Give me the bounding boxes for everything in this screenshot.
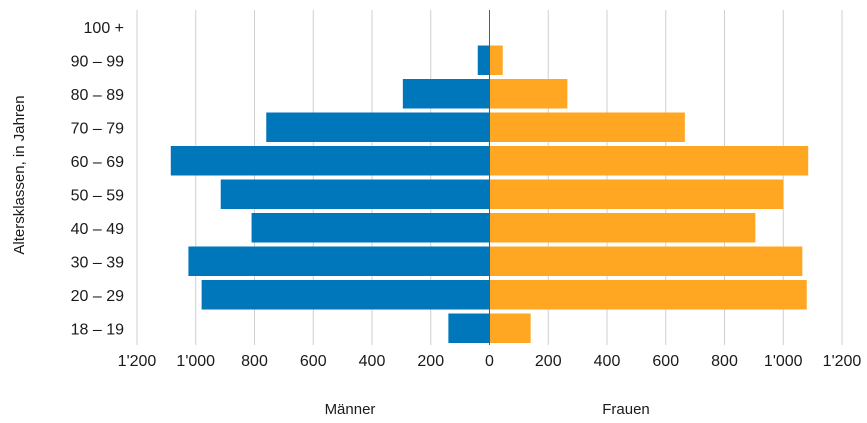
y-tick-label: 18 – 19 xyxy=(71,321,124,338)
x-tick-label: 400 xyxy=(594,353,621,370)
y-tick-label: 40 – 49 xyxy=(71,221,124,238)
y-tick-label: 80 – 89 xyxy=(71,87,124,104)
legend-frauen: Frauen xyxy=(602,401,650,418)
bar-frauen-9 xyxy=(489,313,531,343)
y-axis-title: Altersklassen, in Jahren xyxy=(11,95,28,254)
y-tick-label: 100 + xyxy=(84,20,124,37)
x-tick-label: 1'000 xyxy=(764,353,803,370)
y-tick-labels: 100 + 90 – 99 80 – 89 70 – 79 60 – 69 50 – 59… xyxy=(71,20,124,339)
bar-frauen-8 xyxy=(489,280,807,310)
x-tick-label: 1'200 xyxy=(118,353,157,370)
bar-maenner-3 xyxy=(266,112,490,142)
bar-frauen-3 xyxy=(489,112,685,142)
bar-frauen-4 xyxy=(489,146,809,176)
bar-maenner-4 xyxy=(170,146,490,176)
bar-maenner-8 xyxy=(201,280,490,310)
y-tick-label: 70 – 79 xyxy=(71,120,124,137)
x-tick-label: 200 xyxy=(535,353,562,370)
bars xyxy=(170,45,809,343)
bar-maenner-2 xyxy=(402,79,490,109)
bar-frauen-2 xyxy=(489,79,568,109)
bar-frauen-6 xyxy=(489,213,756,243)
x-tick-label: 0 xyxy=(485,353,494,370)
x-tick-label: 1'200 xyxy=(823,353,862,370)
y-tick-label: 50 – 59 xyxy=(71,187,124,204)
y-tick-label: 90 – 99 xyxy=(71,53,124,70)
y-tick-label: 60 – 69 xyxy=(71,154,124,171)
x-tick-label: 400 xyxy=(359,353,386,370)
bar-maenner-6 xyxy=(251,213,490,243)
y-tick-label: 20 – 29 xyxy=(71,288,124,305)
y-tick-label: 30 – 39 xyxy=(71,254,124,271)
bar-frauen-1 xyxy=(489,45,503,75)
bar-frauen-7 xyxy=(489,246,803,276)
x-tick-labels: 1'200 1'000 800 600 400 200 0 200 400 600 800 1'000… xyxy=(118,353,862,370)
x-tick-label: 800 xyxy=(711,353,738,370)
bar-maenner-7 xyxy=(188,246,490,276)
x-tick-label: 200 xyxy=(417,353,444,370)
bar-maenner-1 xyxy=(477,45,490,75)
bar-maenner-5 xyxy=(220,179,490,209)
bar-maenner-9 xyxy=(448,313,490,343)
bar-frauen-5 xyxy=(489,179,784,209)
x-tick-label: 1'000 xyxy=(176,353,215,370)
x-tick-label: 600 xyxy=(300,353,327,370)
legend-maenner: Männer xyxy=(325,401,376,418)
x-tick-label: 600 xyxy=(652,353,679,370)
x-tick-label: 800 xyxy=(241,353,268,370)
